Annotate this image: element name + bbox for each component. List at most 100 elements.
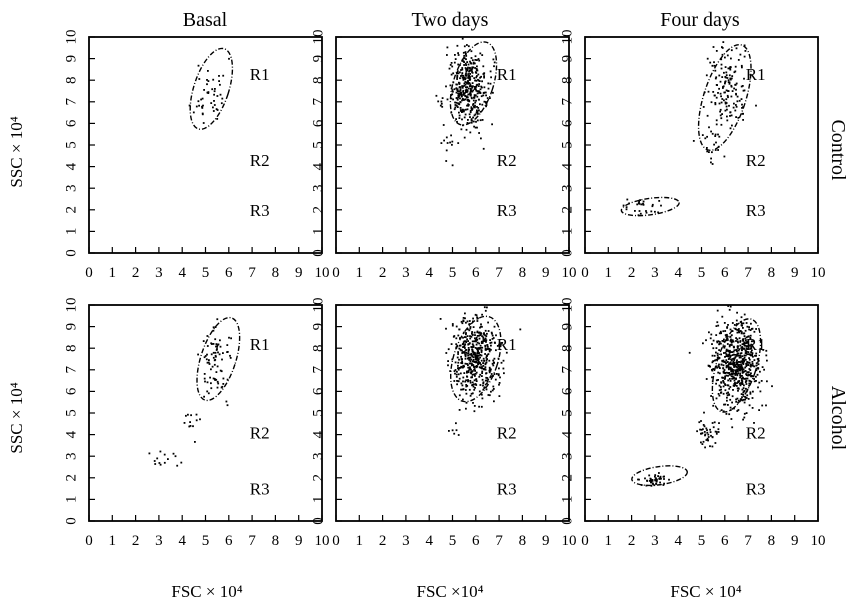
data-point (639, 212, 642, 215)
data-point (484, 345, 487, 348)
data-point (483, 76, 485, 79)
data-point (495, 334, 497, 337)
data-point (474, 375, 476, 377)
data-point (658, 200, 661, 202)
data-point (465, 332, 467, 334)
data-point (716, 321, 719, 324)
data-point (743, 412, 746, 415)
data-point (469, 67, 471, 70)
data-point (486, 345, 489, 348)
data-point (743, 398, 745, 401)
y-tick-label: 5 (63, 141, 79, 149)
data-point (465, 58, 467, 61)
data-point (700, 441, 702, 444)
data-point (715, 347, 718, 349)
y-tick-label: 10 (63, 30, 79, 45)
plot-frame (88, 304, 323, 522)
data-point (472, 346, 475, 348)
data-point (731, 426, 734, 429)
data-point (457, 72, 460, 75)
data-point (159, 450, 162, 453)
data-point (222, 377, 225, 380)
data-point (194, 441, 196, 443)
data-point (461, 74, 464, 77)
data-point (745, 397, 748, 399)
data-point (730, 339, 732, 342)
data-point (471, 346, 474, 349)
x-tick-label: 5 (202, 265, 210, 281)
data-point (749, 373, 751, 376)
data-point (728, 345, 731, 348)
data-point (710, 395, 712, 397)
data-point (477, 78, 479, 81)
data-point (734, 65, 737, 68)
data-point (741, 388, 744, 391)
data-point (711, 64, 714, 67)
data-point (730, 372, 733, 375)
data-point (459, 77, 461, 80)
data-point (726, 343, 729, 345)
data-point (459, 372, 462, 375)
data-point (495, 373, 498, 375)
data-point (750, 345, 753, 348)
data-point (714, 103, 717, 106)
data-point (489, 376, 492, 379)
data-point (748, 379, 751, 382)
data-point (740, 324, 743, 327)
data-point (469, 367, 471, 370)
data-point (728, 372, 730, 374)
data-point (655, 483, 657, 485)
data-point (458, 81, 460, 84)
data-point (460, 362, 463, 364)
data-point (466, 104, 468, 107)
data-point (750, 343, 753, 346)
data-point (466, 335, 469, 337)
data-point (492, 337, 495, 339)
data-point (490, 390, 492, 393)
x-tick-label: 3 (402, 265, 410, 281)
data-point (460, 93, 462, 95)
data-point (739, 384, 742, 387)
data-point (473, 353, 476, 355)
data-point (745, 387, 747, 390)
data-point (734, 356, 737, 358)
data-point (709, 431, 712, 433)
data-point (740, 85, 743, 88)
data-point (465, 352, 468, 354)
data-point (719, 367, 721, 369)
data-point (740, 368, 742, 371)
data-point (737, 401, 739, 404)
data-point (464, 312, 466, 315)
data-point (748, 382, 751, 385)
data-point (474, 347, 477, 349)
data-point (464, 113, 467, 116)
data-point (470, 352, 473, 355)
row-label-control: Control (827, 119, 849, 181)
data-point (491, 332, 493, 335)
data-point (450, 62, 453, 64)
data-point (660, 477, 662, 480)
data-point (192, 425, 194, 428)
data-point (212, 351, 215, 354)
data-point (735, 372, 738, 375)
data-point (498, 382, 501, 384)
data-point (469, 60, 471, 63)
data-point (741, 369, 744, 371)
data-point (720, 342, 722, 345)
data-point (735, 47, 738, 50)
data-point (159, 463, 162, 466)
data-point (729, 78, 732, 81)
data-point (651, 203, 654, 206)
data-point (471, 350, 474, 353)
data-point (739, 340, 742, 342)
data-point (702, 106, 705, 108)
data-point (729, 355, 732, 357)
data-point (469, 380, 472, 382)
data-point (720, 353, 722, 356)
data-point (720, 95, 722, 98)
data-point (737, 381, 740, 384)
data-point (469, 366, 471, 369)
data-point (472, 99, 475, 102)
data-point (743, 343, 745, 345)
